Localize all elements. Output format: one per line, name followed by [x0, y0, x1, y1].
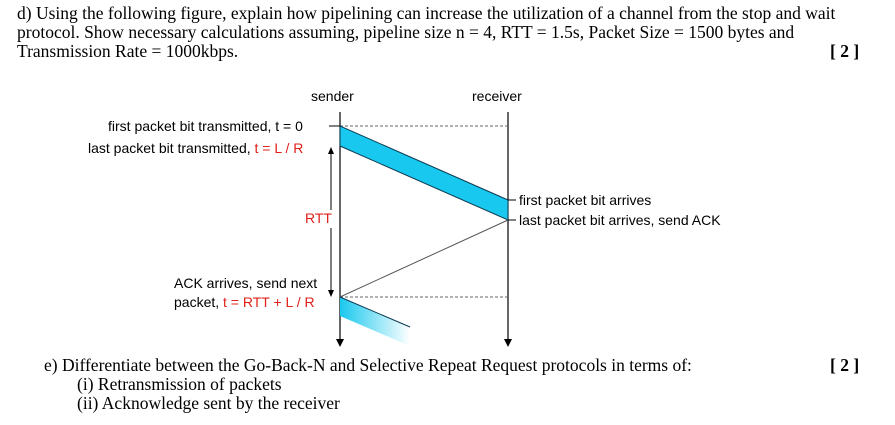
first-packet-band	[339, 125, 509, 221]
last-bit-transmitted-time: t = L / R	[255, 140, 304, 156]
question-e-marks: [ 2 ]	[830, 355, 860, 375]
question-e-item-2: (ii) Acknowledge sent by the receiver	[77, 393, 340, 413]
question-e-stem: e) Differentiate between the Go-Back-N a…	[44, 355, 692, 375]
next-packet-edge	[339, 296, 411, 328]
first-bit-transmitted-label: first packet bit transmitted, t = 0	[108, 118, 303, 134]
send-next-packet-time: t = RTT + L / R	[223, 294, 315, 310]
rtt-up-arrow-icon	[328, 147, 334, 154]
receiver-label: receiver	[472, 88, 522, 104]
first-bit-arrives-label: first packet bit arrives	[519, 192, 651, 208]
rtt-down-arrow-icon	[328, 290, 334, 297]
question-e-item-1: (i) Retransmission of packets	[77, 374, 282, 394]
question-e: e) Differentiate between the Go-Back-N a…	[44, 356, 874, 413]
last-bit-transmitted-prefix: last packet bit transmitted,	[88, 140, 255, 156]
question-d-marks: [ 2 ]	[830, 41, 860, 61]
sender-label: sender	[311, 88, 354, 104]
question-d-line-2: protocol. Show necessary calculations as…	[17, 22, 795, 42]
send-next-packet-label: packet, t = RTT + L / R	[174, 294, 315, 310]
question-d-line-3: Transmission Rate = 1000kbps.	[17, 41, 239, 61]
last-bit-arrives-label: last packet bit arrives, send ACK	[519, 212, 721, 228]
ack-arrives-label: ACK arrives, send next	[174, 275, 317, 291]
rtt-label-bg	[303, 210, 333, 228]
question-d-line-1: d) Using the following figure, explain h…	[17, 3, 836, 23]
next-packet-band	[340, 297, 410, 346]
receiver-time-arrow-icon	[504, 339, 512, 347]
rtt-label: RTT	[305, 210, 332, 226]
send-next-packet-prefix: packet,	[174, 294, 223, 310]
last-bit-transmitted-label: last packet bit transmitted, t = L / R	[88, 140, 303, 156]
ack-line	[339, 219, 509, 298]
question-d: d) Using the following figure, explain h…	[17, 4, 879, 61]
sender-time-arrow-icon	[336, 339, 344, 347]
pipelining-timing-diagram: sender receiver first packet bit transmi…	[88, 88, 721, 347]
